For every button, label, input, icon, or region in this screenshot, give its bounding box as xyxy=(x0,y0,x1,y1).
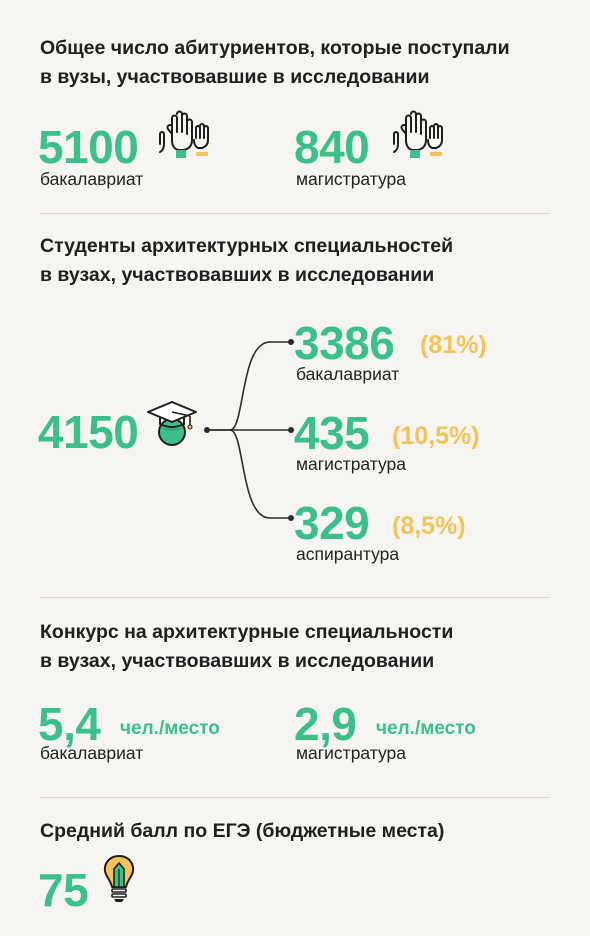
students-heading-line2: в вузах, участвовавших в исследовании xyxy=(40,264,435,286)
raised-hands-icon xyxy=(159,110,209,158)
competition-heading-line1: Конкурс на архитектурные специальности xyxy=(40,621,454,643)
competition-bachelor-label: бакалавриат xyxy=(40,743,144,763)
raised-hands-icon xyxy=(393,110,443,158)
divider xyxy=(40,597,550,598)
students-master-percent: (10,5%) xyxy=(392,422,480,450)
applicants-heading: Общее число абитуриентов, которые поступ… xyxy=(40,34,560,92)
competition-bachelor-value: 5,4 xyxy=(38,698,101,750)
students-bachelor-value: 3386 xyxy=(294,317,395,369)
students-bachelor-percent: (81%) xyxy=(420,331,487,359)
lightbulb-pencil-icon xyxy=(103,855,135,902)
graduation-cap-icon xyxy=(147,401,197,446)
competition-master-value: 2,9 xyxy=(294,698,357,750)
competition-master-unit: чел./место xyxy=(376,718,476,739)
students-phd-label: аспирантура xyxy=(296,544,400,564)
students-heading-line1: Студенты архитектурных специальностей xyxy=(40,235,454,257)
students-master-value: 435 xyxy=(294,407,370,459)
competition-bachelor-unit: чел./место xyxy=(120,718,220,739)
students-phd-percent: (8,5%) xyxy=(392,512,466,540)
competition-heading: Конкурс на архитектурные специальности в… xyxy=(40,618,560,676)
branch-connector xyxy=(204,339,294,521)
exam-value: 75 xyxy=(38,864,89,916)
divider xyxy=(40,797,550,798)
applicants-heading-line1: Общее число абитуриентов, которые поступ… xyxy=(40,37,510,59)
applicants-heading-line2: в вузы, участвовавшие в исследовании xyxy=(40,66,430,88)
competition-master-label: магистратура xyxy=(296,743,406,763)
students-master-label: магистратура xyxy=(296,454,406,474)
divider xyxy=(40,213,550,214)
students-total-value: 4150 xyxy=(38,406,139,458)
applicants-master-value: 840 xyxy=(294,121,370,173)
exam-heading: Средний балл по ЕГЭ (бюджетные места) xyxy=(40,820,445,842)
applicants-master-label: магистратура xyxy=(296,169,406,189)
applicants-bachelor-label: бакалавриат xyxy=(40,169,144,189)
students-heading: Студенты архитектурных специальностей в … xyxy=(40,232,560,290)
applicants-bachelor-value: 5100 xyxy=(38,121,139,173)
students-phd-value: 329 xyxy=(294,497,370,549)
competition-heading-line2: в вузах, участвовавших в исследовании xyxy=(40,650,435,672)
students-bachelor-label: бакалавриат xyxy=(296,364,400,384)
